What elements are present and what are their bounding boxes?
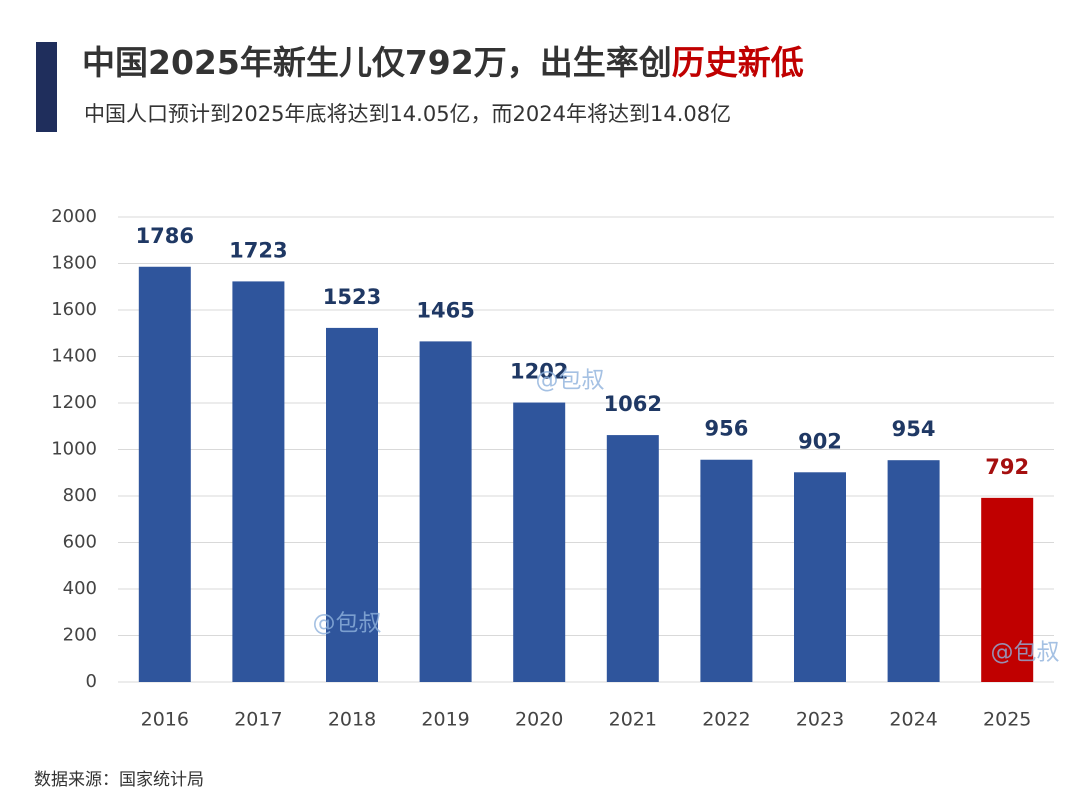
- bar: [981, 497, 1034, 682]
- source-note: 数据来源：国家统计局: [34, 770, 204, 790]
- bar: [419, 341, 472, 682]
- bar: [513, 402, 566, 682]
- value-label: 1465: [416, 298, 474, 322]
- x-tick-label: 2016: [141, 709, 189, 731]
- y-tick-label: 1000: [51, 439, 97, 460]
- value-label: 792: [985, 455, 1029, 479]
- y-tick-label: 1600: [51, 299, 97, 320]
- value-label: 902: [798, 429, 842, 453]
- watermark: @包叔: [991, 640, 1060, 666]
- x-tick-label: 2024: [889, 709, 937, 731]
- x-tick-label: 2021: [609, 709, 657, 731]
- x-tick-label: 2020: [515, 709, 563, 731]
- value-label: 1202: [510, 360, 568, 384]
- x-tick-label: 2017: [234, 709, 282, 731]
- bar: [887, 460, 940, 682]
- title-highlight: 历史新低: [672, 43, 804, 82]
- bar: [232, 281, 285, 682]
- y-tick-label: 600: [63, 532, 97, 553]
- bar: [326, 327, 378, 682]
- value-label: 1523: [323, 285, 381, 309]
- title-part: 中国2025年新生儿仅792万，出生率创: [82, 43, 672, 82]
- y-tick-label: 2000: [51, 206, 97, 227]
- value-label: 1786: [136, 224, 194, 248]
- value-label: 954: [892, 417, 936, 441]
- y-tick-label: 1800: [51, 253, 97, 274]
- y-tick-label: 0: [86, 671, 97, 692]
- bar: [606, 435, 659, 682]
- y-tick-label: 1200: [51, 392, 97, 413]
- bar: [700, 459, 753, 682]
- value-label: 1723: [229, 238, 287, 262]
- x-tick-label: 2023: [796, 709, 844, 731]
- x-tick-label: 2025: [983, 709, 1031, 731]
- y-tick-label: 1400: [51, 346, 97, 367]
- y-tick-label: 400: [63, 578, 97, 599]
- value-label: 1062: [604, 392, 662, 416]
- watermark: @包叔: [313, 611, 382, 637]
- bar: [138, 266, 191, 682]
- y-tick-label: 800: [63, 485, 97, 506]
- chart-subtitle: 中国人口预计到2025年底将达到14.05亿，而2024年将达到14.08亿: [84, 102, 731, 126]
- x-tick-label: 2018: [328, 709, 376, 731]
- bar: [794, 472, 846, 682]
- watermark: @包叔: [536, 368, 605, 394]
- x-tick-label: 2022: [702, 709, 750, 731]
- title-accent-bar: [36, 42, 57, 132]
- value-label: 956: [704, 417, 748, 441]
- chart-title: 中国2025年新生儿仅792万，出生率创历史新低: [82, 43, 804, 82]
- y-tick-label: 200: [63, 625, 97, 646]
- x-tick-label: 2019: [421, 709, 469, 731]
